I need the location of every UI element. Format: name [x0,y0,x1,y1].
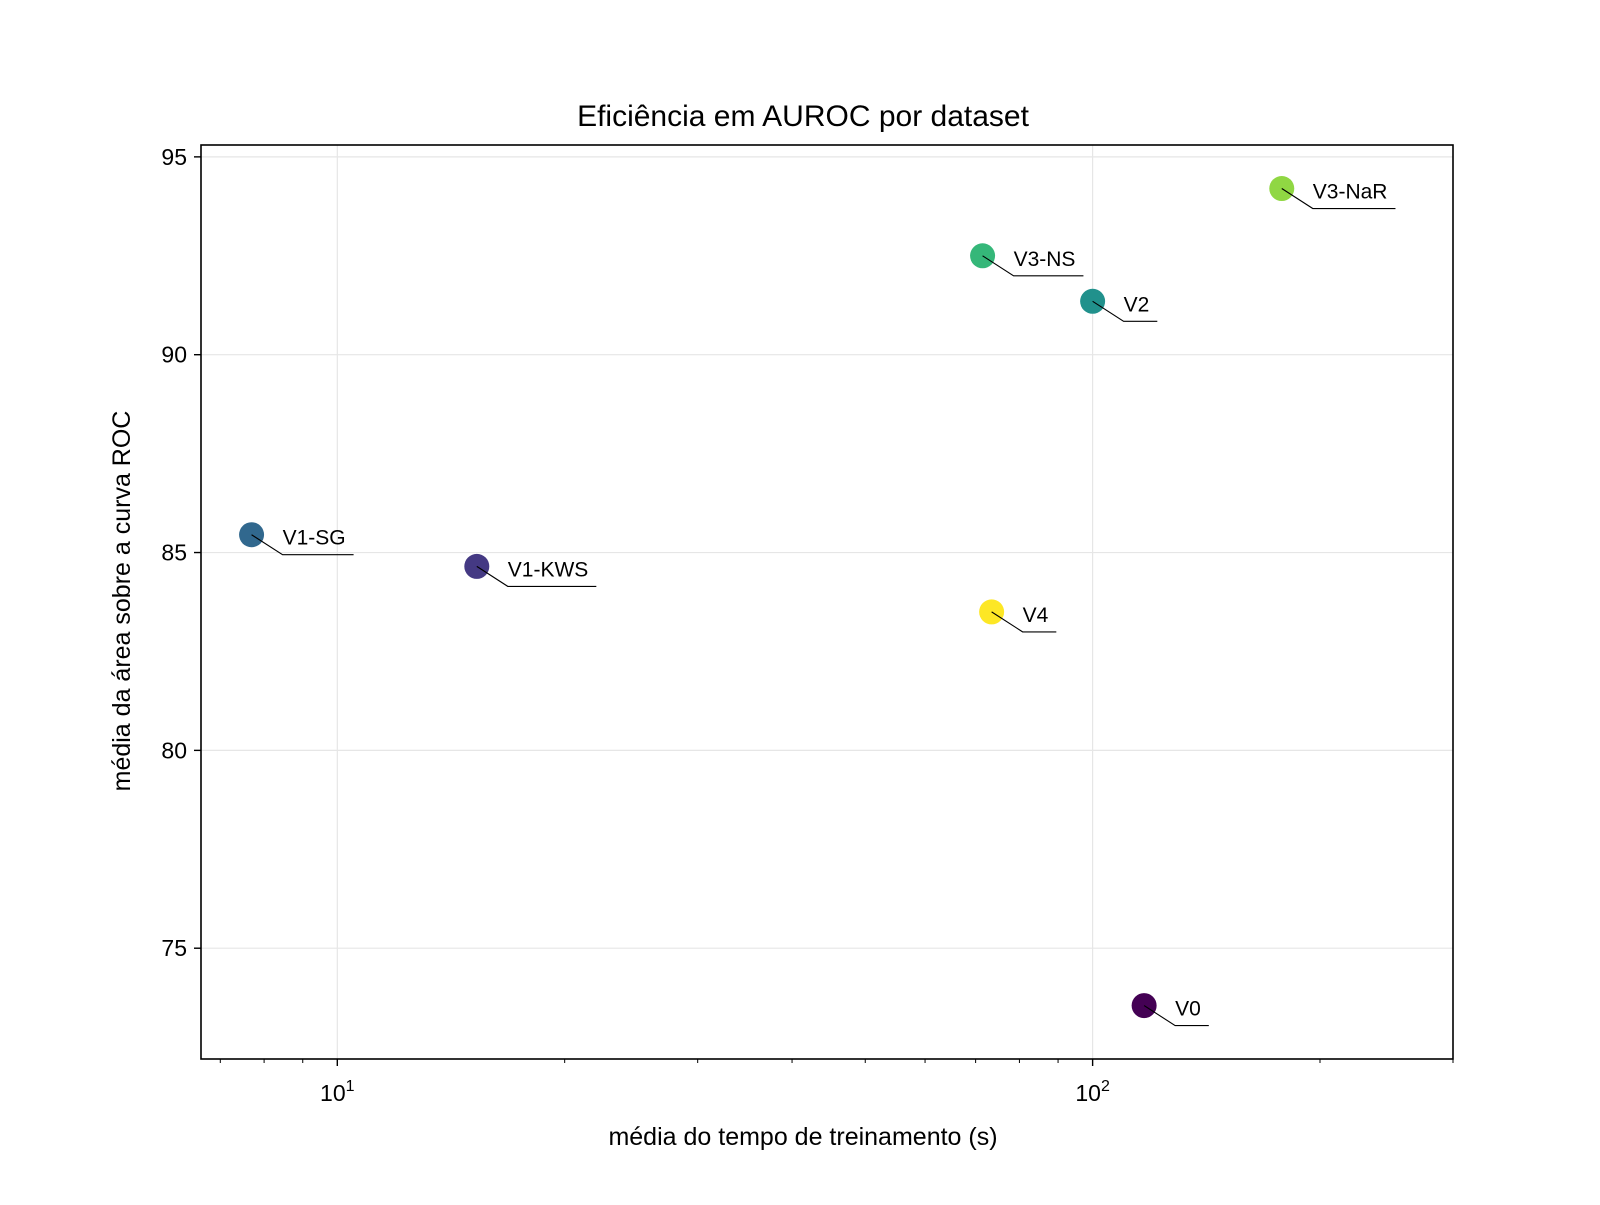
point-label: V4 [1023,604,1049,627]
y-tick-label: 85 [161,540,187,566]
grid-lines [201,145,1453,1059]
y-tick-label: 75 [161,935,187,961]
point-v2: V2 [1080,288,1158,322]
x-axis-ticks: 101 102 [320,1059,1110,1106]
y-axis-label: média da área sobre a curva ROC [108,411,136,792]
point-v1-kws: V1-KWS [464,553,597,587]
label-leader-line [991,611,1057,633]
label-leader-line [1143,1005,1209,1027]
point-v0: V0 [1131,993,1209,1027]
point-label: V2 [1124,293,1150,316]
point-label: V3-NS [1014,248,1076,271]
point-label: V3-NaR [1313,181,1388,204]
point-label: V1-KWS [508,558,589,581]
label-leader-line [476,565,597,587]
label-leader-line [251,534,354,556]
plot-frame [200,144,1454,1060]
y-tick-label: 80 [161,737,187,763]
data-points: V1-SG V1-KWS V3-NS V2 V4 V3-NaR V0 [239,176,1396,1027]
point-v3-ns: V3-NS [970,243,1084,277]
chart-title: Eficiência em AUROC por dataset [577,100,1030,133]
point-v1-sg: V1-SG [239,522,354,556]
point-v3-nar: V3-NaR [1269,176,1396,210]
label-leader-line [1281,188,1396,210]
x-axis-label: média do tempo de treinamento (s) [608,1123,997,1151]
y-tick-label: 95 [161,144,187,170]
y-tick-label: 90 [161,342,187,368]
point-v4: V4 [979,599,1057,633]
y-axis-ticks: 75 80 85 90 95 [161,144,201,961]
label-leader-line [1092,300,1158,322]
x-tick-label: 102 [1075,1078,1110,1106]
point-label: V0 [1175,998,1201,1021]
point-label: V1-SG [283,527,346,550]
label-leader-line [982,255,1084,277]
x-tick-label: 101 [320,1078,355,1106]
